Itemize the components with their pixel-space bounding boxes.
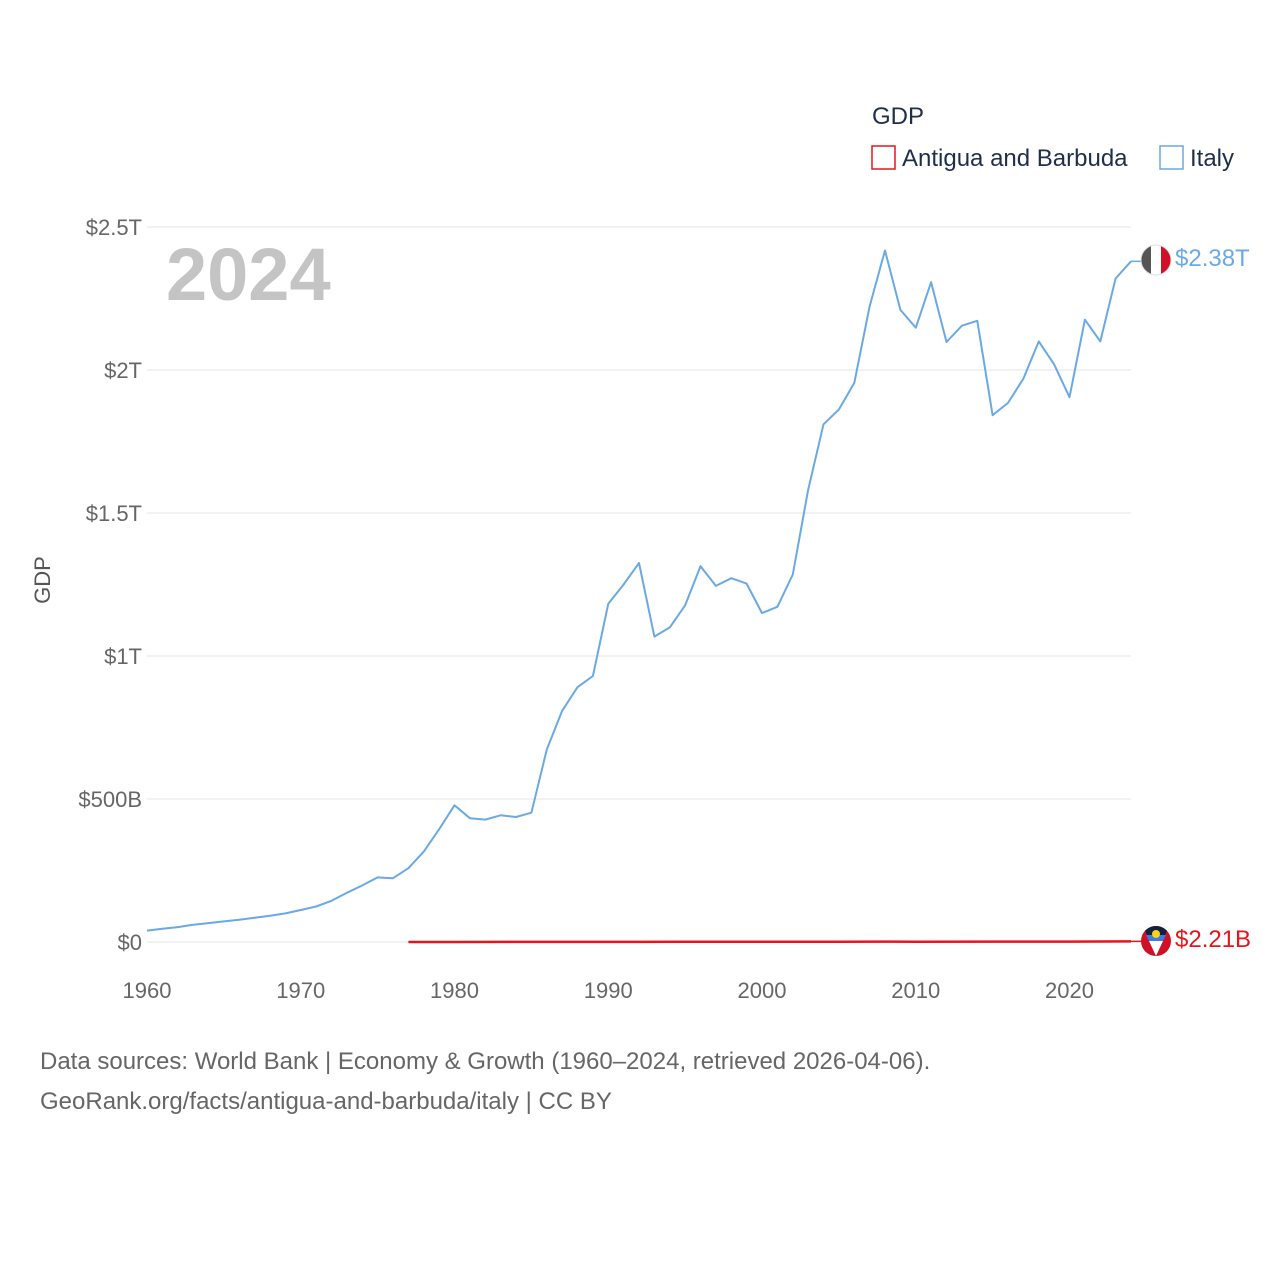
y-tick-label: $1T bbox=[104, 644, 142, 669]
y-tick-label: $2T bbox=[104, 358, 142, 383]
legend-label-italy[interactable]: Italy bbox=[1190, 145, 1234, 172]
x-axis-ticks: 1960 1970 1980 1990 2000 2010 2020 bbox=[123, 978, 1094, 1003]
y-tick-label: $500B bbox=[78, 787, 142, 812]
series-line-antigua-and-barbuda[interactable] bbox=[408, 940, 1132, 944]
italy-flag-icon bbox=[1140, 244, 1172, 276]
source-line-1: Data sources: World Bank | Economy & Gro… bbox=[40, 1048, 931, 1075]
y-tick-label: $2.5T bbox=[86, 215, 142, 240]
series-line-italy[interactable] bbox=[146, 249, 1132, 932]
legend-swatch-antigua[interactable] bbox=[871, 145, 896, 170]
x-tick-label: 1970 bbox=[276, 978, 325, 1003]
antigua-flag-icon bbox=[1141, 926, 1171, 956]
y-tick-label: $0 bbox=[118, 930, 142, 955]
gridlines bbox=[147, 226, 1131, 943]
legend-label-antigua[interactable]: Antigua and Barbuda bbox=[902, 145, 1128, 172]
source-note: Data sources: World Bank | Economy & Gro… bbox=[40, 1042, 930, 1122]
series-lines bbox=[146, 249, 1141, 944]
legend-swatch-italy[interactable] bbox=[1159, 145, 1184, 170]
y-tick-label: $1.5T bbox=[86, 501, 142, 526]
y-axis-ticks: $0 $500B $1T $1.5T $2T $2.5T bbox=[78, 215, 142, 955]
year-label: 2024 bbox=[166, 233, 331, 316]
y-axis-title: GDP bbox=[30, 556, 55, 604]
source-line-2[interactable]: GeoRank.org/facts/antigua-and-barbuda/it… bbox=[40, 1088, 612, 1115]
legend-title: GDP bbox=[872, 103, 924, 130]
antigua-end-value-label: $2.21B bbox=[1175, 926, 1251, 953]
x-tick-label: 1980 bbox=[430, 978, 479, 1003]
x-tick-label: 2010 bbox=[891, 978, 940, 1003]
legend: GDP Antigua and Barbuda Italy bbox=[871, 103, 1234, 172]
x-tick-label: 1960 bbox=[123, 978, 172, 1003]
x-tick-label: 2000 bbox=[738, 978, 787, 1003]
x-tick-label: 1990 bbox=[584, 978, 633, 1003]
x-tick-label: 2020 bbox=[1045, 978, 1094, 1003]
italy-end-value-label: $2.38T bbox=[1175, 245, 1250, 272]
